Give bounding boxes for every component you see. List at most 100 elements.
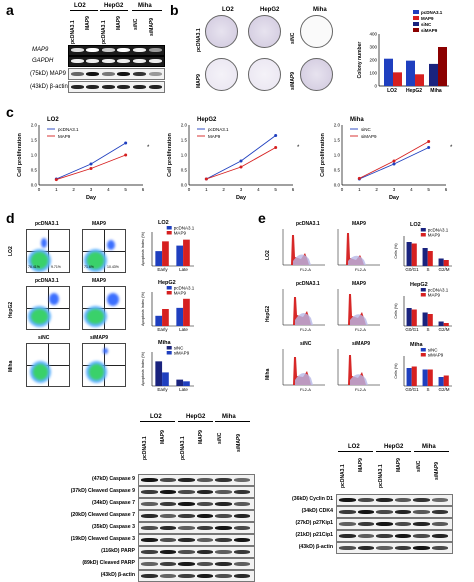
chart-title: HepG2 [410, 282, 428, 288]
blot-a-map9-protein [68, 68, 165, 80]
blot-f-row-label: (35kD) Caspase 3 [92, 524, 135, 530]
bar [183, 239, 190, 266]
hist-xlabel: FL2-A [300, 267, 311, 272]
flow-col-label: siNC [38, 335, 50, 341]
chart-title: Miha [158, 340, 171, 346]
blot-f-band-strip [138, 546, 255, 558]
legend-swatch [413, 16, 419, 20]
data-point [274, 146, 278, 149]
bar [176, 379, 184, 386]
blot-f-row-label: (116kD) PARP [101, 548, 135, 554]
colony-dish-hepg2-map9 [248, 58, 281, 91]
bar [183, 298, 190, 326]
data-point [357, 176, 361, 180]
tick-label: 0.0 [334, 183, 341, 188]
apoptosis-bar-hepg2: HepG2 Apoptosis Index (%) Early Late pcDNA3.… [141, 280, 195, 332]
tick-label: Late [179, 387, 188, 392]
significance-marker: * [450, 145, 453, 151]
tick-label: Early [157, 387, 168, 392]
bar [443, 260, 449, 266]
y-axis-label: Cell proliferation [320, 133, 326, 177]
chart-title: LO2 [47, 117, 59, 123]
legend-swatch [413, 28, 419, 32]
legend-label: siNC [428, 348, 438, 353]
blot-g-lane: MAP9 [396, 458, 402, 472]
colony-dish-miha-simap9 [300, 58, 333, 91]
bar [438, 258, 444, 266]
tick-label: 1 [358, 187, 361, 192]
cell-cycle-histogram [337, 229, 380, 266]
blot-a-group-hepg2: HepG2 [104, 3, 124, 9]
blot-a-lane-label: MAP9 [85, 16, 91, 30]
blot-g-band-strip [336, 494, 453, 506]
bar [155, 361, 163, 386]
blot-g-group: HepG2 [384, 444, 404, 450]
tick-label: Late [179, 327, 188, 332]
tick-label: 1.5 [181, 138, 188, 143]
tick-label: 0 [188, 187, 191, 192]
blot-f-lane: siMAP9 [236, 433, 242, 452]
tick-label: 2.0 [31, 123, 38, 128]
tick-label: HepG2 [406, 88, 422, 94]
tick-label: 0.5 [334, 168, 341, 173]
legend-swatch [166, 351, 172, 355]
tick-label: 3 [90, 187, 93, 192]
tick-label: G0/G1 [405, 327, 419, 332]
blot-a-group-miha: Miha [138, 3, 152, 9]
legend-swatch [420, 348, 426, 352]
blot-a-group-lo2: LO2 [74, 3, 86, 9]
tick-label: 0 [374, 84, 377, 89]
blot-g-row-label: (36kD) Cyclin D1 [292, 496, 333, 502]
blot-a-gapdh [68, 56, 165, 67]
tick-label: 5 [274, 187, 277, 192]
data-point [89, 162, 93, 166]
legend-label: pcDNA3.1 [174, 226, 195, 231]
tick-label: G2/M [438, 267, 449, 272]
blot-f-lane: MAP9 [198, 430, 204, 444]
legend-label: pcDNA3.1 [428, 228, 449, 233]
bar [411, 243, 417, 266]
legend-label: pcDNA3.1 [421, 10, 443, 15]
tick-label: 0 [38, 187, 41, 192]
blot-f-row-label: (89kD) Cleaved PARP [82, 560, 135, 566]
dish-label-miha: Miha [313, 7, 327, 13]
cell-cycle-histogram [282, 229, 325, 266]
hist-xlabel: FL2-A [300, 387, 311, 392]
blot-f-group: HepG2 [186, 414, 206, 420]
cell-cycle-histogram [337, 289, 380, 326]
data-point [239, 165, 243, 169]
series-line [206, 147, 276, 180]
tick-label: Late [179, 267, 188, 272]
tick-label: G0/G1 [405, 267, 419, 272]
cc-col-label: MAP9 [352, 221, 366, 227]
hist-xlabel: FL2-A [355, 267, 366, 272]
legend-label: MAP9 [428, 293, 441, 298]
blot-f-band-strip [138, 534, 255, 546]
y-axis-label: Cells (%) [394, 363, 398, 379]
bar [176, 245, 184, 266]
tick-label: 1.5 [334, 138, 341, 143]
cc-col-label: pcDNA3.1 [296, 221, 320, 227]
panel-letter-b: b [170, 2, 179, 18]
blot-g-group: Miha [422, 444, 436, 450]
blot-a-group-line [132, 10, 162, 11]
legend-label: pcDNA3.1 [208, 127, 229, 132]
panel-letter-d: d [6, 210, 15, 226]
blot-f-row-label: (47kD) Caspase 9 [92, 476, 135, 482]
bar [406, 308, 412, 326]
tick-label: 6 [292, 187, 295, 192]
proliferation-chart-hepg2: HepG2 0.0 0.5 1.0 1.5 2.0 0 1 2 3 4 5 6 Day Cell proli… [167, 117, 300, 201]
legend-label: siMAP9 [361, 134, 377, 139]
legend-label: pcDNA3.1 [428, 288, 449, 293]
blot-f-row-label: (19kD) Cleaved Caspase 3 [70, 536, 135, 542]
y-axis-label: Apoptosis Index (%) [141, 351, 145, 386]
bar [422, 312, 428, 326]
tick-label: Miha [430, 88, 442, 94]
bar [438, 321, 444, 326]
cc-row-label: LO2 [265, 250, 271, 260]
tick-label: 4 [410, 187, 413, 192]
hist-xlabel: FL2-A [355, 327, 366, 332]
series-line [56, 142, 126, 180]
